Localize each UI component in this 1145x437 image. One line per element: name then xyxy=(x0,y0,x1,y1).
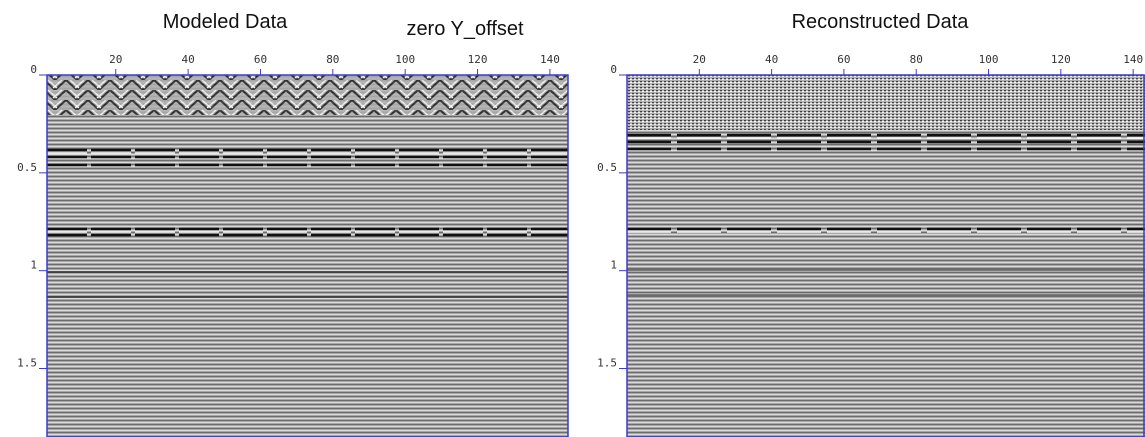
y-tick-label: 0 xyxy=(30,63,37,76)
x-tick-label: 100 xyxy=(395,53,415,66)
x-tick-label: 100 xyxy=(979,53,999,66)
y-tick-label: 0.5 xyxy=(17,161,37,174)
x-tick-label: 40 xyxy=(181,53,194,66)
y-tick-label: 0 xyxy=(610,63,617,76)
x-tick-label: 80 xyxy=(910,53,923,66)
panel-title: Reconstructed Data xyxy=(792,11,970,33)
y-tick-label: 0.5 xyxy=(597,161,617,174)
seismic-image xyxy=(627,75,1145,437)
annotation: zero Y_offset xyxy=(406,18,524,40)
frame xyxy=(46,74,569,437)
frame xyxy=(626,74,1145,437)
x-tick-label: 140 xyxy=(1123,53,1143,66)
y-tick-label: 1 xyxy=(610,259,617,272)
x-tick-label: 40 xyxy=(765,53,778,66)
x-tick-label: 120 xyxy=(468,53,488,66)
x-tick-label: 140 xyxy=(540,53,560,66)
seismic-image xyxy=(47,75,568,437)
x-tick-label: 20 xyxy=(693,53,706,66)
x-tick-label: 120 xyxy=(1051,53,1071,66)
y-tick-label: 1.5 xyxy=(597,357,617,370)
y-tick-label: 1.5 xyxy=(17,357,37,370)
panel-title: Modeled Data xyxy=(163,11,288,33)
x-tick-label: 60 xyxy=(837,53,850,66)
x-tick-label: 80 xyxy=(326,53,339,66)
y-tick-label: 1 xyxy=(30,259,37,272)
x-tick-label: 60 xyxy=(254,53,267,66)
x-tick-label: 20 xyxy=(109,53,122,66)
